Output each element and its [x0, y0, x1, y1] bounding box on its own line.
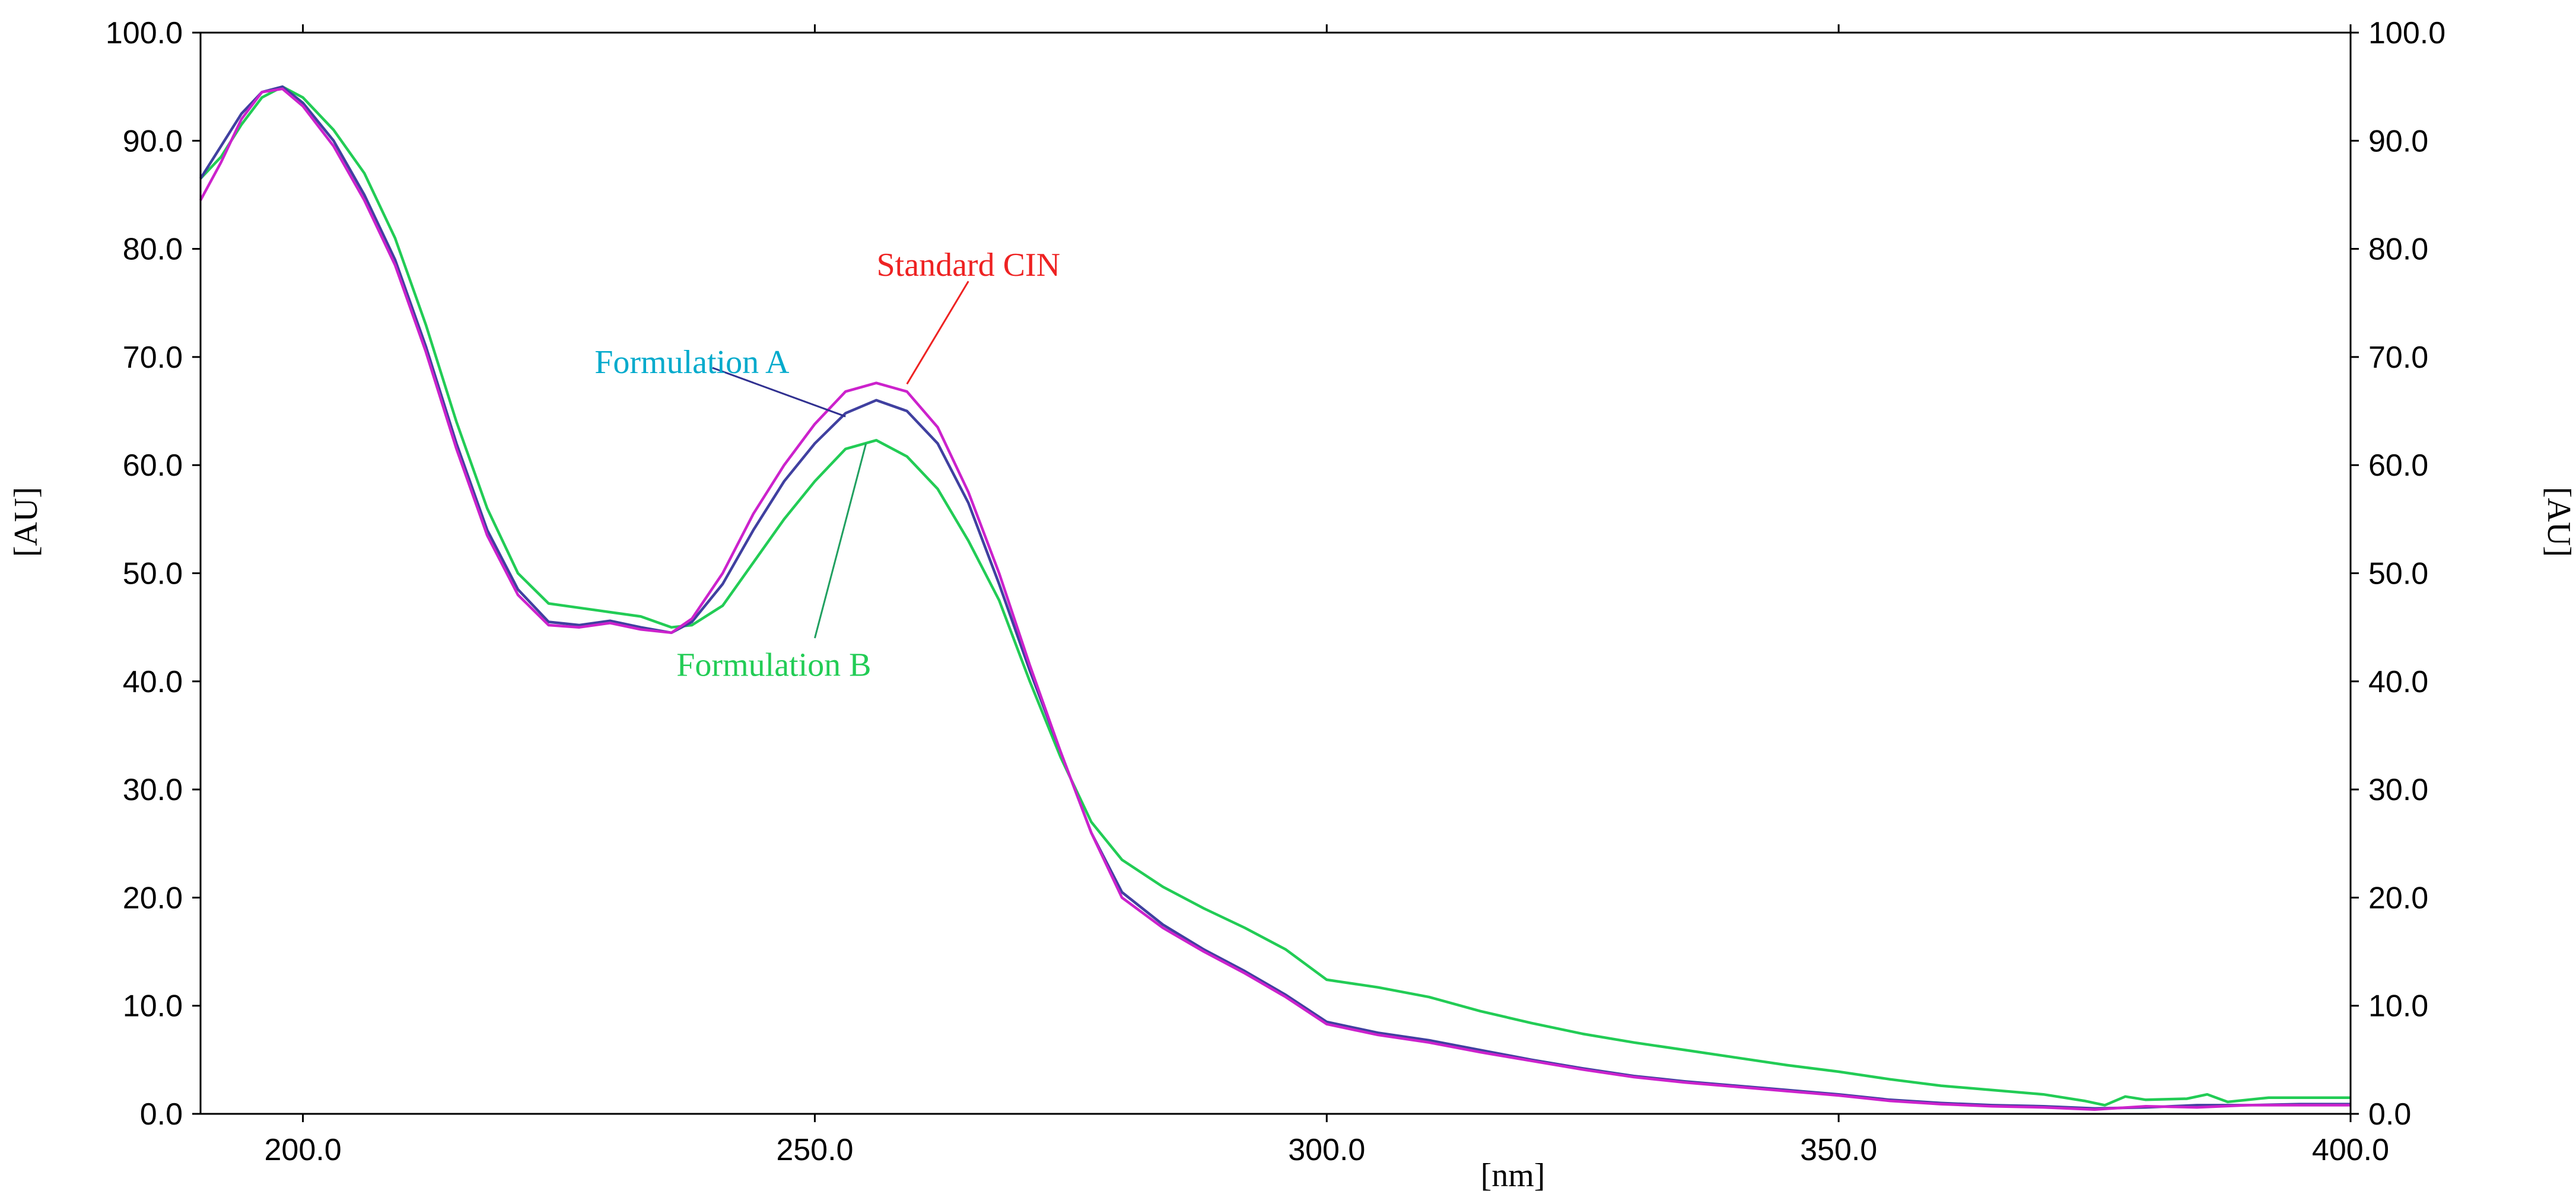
- y-tick-label-left: 50.0: [123, 557, 183, 591]
- plot-frame: [199, 31, 2352, 1115]
- y-tick-label-left: 40.0: [123, 665, 183, 699]
- y-tick-label-left: 0.0: [140, 1097, 183, 1132]
- y-tick-label-right: 30.0: [2368, 773, 2428, 807]
- annotation-leader-standard-cin: [906, 281, 969, 385]
- y-tick-label-right: 40.0: [2368, 665, 2428, 699]
- x-tick-label: 400.0: [2312, 1133, 2389, 1167]
- x-tick-label: 350.0: [1800, 1133, 1877, 1167]
- series-line-standard-cin: [199, 87, 2351, 1111]
- y-tick-label-right: 90.0: [2368, 124, 2428, 158]
- annotation-leader-formulation-a: [712, 367, 846, 418]
- x-tick-label: 200.0: [265, 1133, 342, 1167]
- y-tick-label-left: 20.0: [123, 881, 183, 915]
- annotation-label-formulation-a: Formulation A: [594, 344, 790, 381]
- y-axis-label-right: [AU]: [2540, 487, 2576, 557]
- annotation-label-formulation-b: Formulation B: [676, 646, 871, 683]
- y-tick-label-right: 80.0: [2368, 232, 2428, 267]
- x-axis-ticks: 200.0 250.0 300.0 350.0 400.0: [265, 24, 2389, 1167]
- series-line-formulation-a: [199, 85, 2351, 1110]
- y-axis-right-ticks: 0.0 10.0 20.0 30.0 40.0 50.0 60.0 70.0 80.0 90.0 1…: [2351, 16, 2445, 1132]
- annotation-label-standard-cin: Standard CIN: [877, 247, 1061, 284]
- y-tick-label-left: 30.0: [123, 773, 183, 807]
- y-tick-label-right: 10.0: [2368, 989, 2428, 1024]
- annotations: Standard CIN Formulation A Formulation B: [594, 247, 1060, 684]
- y-tick-label-left: 70.0: [123, 340, 183, 375]
- y-axis-label-left: [AU]: [8, 487, 44, 557]
- y-tick-label-right: 20.0: [2368, 881, 2428, 915]
- series-lines: [199, 85, 2351, 1111]
- x-axis-label: [nm]: [1481, 1157, 1545, 1194]
- y-tick-label-left: 10.0: [123, 989, 183, 1024]
- annotation-leader-formulation-b: [813, 443, 867, 639]
- y-tick-label-right: 100.0: [2368, 16, 2445, 50]
- x-tick-label: 300.0: [1288, 1133, 1365, 1167]
- y-tick-label-left: 60.0: [123, 448, 183, 483]
- y-tick-label-right: 70.0: [2368, 340, 2428, 375]
- y-tick-label-right: 0.0: [2368, 1097, 2411, 1132]
- y-tick-label-right: 50.0: [2368, 557, 2428, 591]
- y-tick-label-left: 100.0: [106, 16, 183, 50]
- x-tick-label: 250.0: [776, 1133, 853, 1167]
- y-tick-label-right: 60.0: [2368, 448, 2428, 483]
- y-tick-label-left: 90.0: [123, 124, 183, 158]
- y-tick-label-left: 80.0: [123, 232, 183, 267]
- y-axis-left-ticks: 0.0 10.0 20.0 30.0 40.0 50.0 60.0 70.0 80.0 90.0 1…: [106, 16, 201, 1132]
